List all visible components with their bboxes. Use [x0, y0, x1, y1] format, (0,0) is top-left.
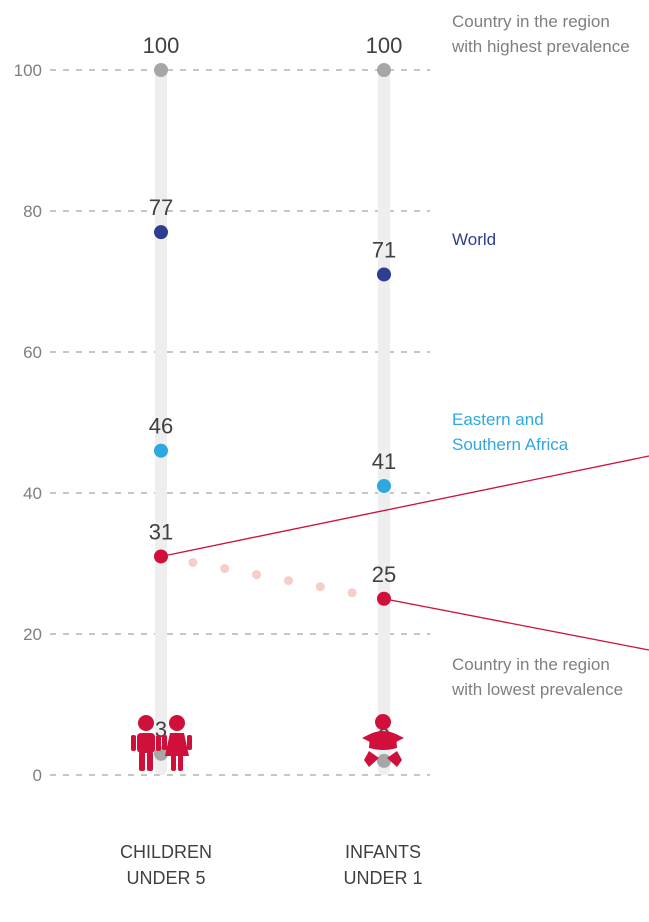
value-label-world: 71 [372, 237, 396, 262]
highest-annotation-line1: Country in the region [452, 12, 610, 31]
data-point-world [154, 225, 168, 240]
highest-annotation-line2: with highest prevalence [451, 37, 630, 56]
category-track [155, 70, 167, 775]
value-label-country: 31 [149, 519, 173, 544]
data-point-world [377, 267, 391, 282]
leader-line-children [160, 455, 649, 558]
data-point-esa [154, 443, 168, 458]
value-labels: 10010077714641312532 [143, 33, 403, 749]
connector-dot [347, 588, 357, 598]
y-tick-label: 40 [23, 484, 42, 503]
data-point-highest [377, 63, 391, 77]
leader-line-infants [383, 598, 649, 651]
world-annotation: World [452, 230, 496, 249]
category-label-children-line1: CHILDREN [120, 842, 212, 862]
category-label-children-line2: UNDER 5 [126, 868, 205, 888]
y-tick-label: 0 [33, 766, 42, 785]
gridlines [50, 69, 430, 776]
category-track [378, 70, 390, 775]
data-point-lowest [377, 753, 391, 768]
connector-dot [315, 582, 325, 592]
connector-dot [188, 557, 198, 567]
category-tracks [155, 70, 390, 775]
connector-dot [252, 570, 262, 580]
connector-dot [283, 576, 293, 586]
value-label-esa: 46 [149, 414, 173, 439]
data-point-country [377, 591, 391, 606]
value-label-country: 25 [372, 562, 396, 587]
y-axis-ticks: 0 20 40 60 80 100 [14, 61, 42, 785]
value-label-esa: 41 [372, 449, 396, 474]
data-point-highest [154, 63, 168, 77]
esa-annotation-line1: Eastern and [452, 410, 544, 429]
children-icon [131, 715, 192, 771]
category-label-infants-line2: UNDER 1 [343, 868, 422, 888]
y-tick-label: 60 [23, 343, 42, 362]
data-points [154, 63, 391, 768]
connector-dot [220, 564, 230, 574]
y-tick-label: 80 [23, 202, 42, 221]
value-label-highest: 100 [366, 33, 403, 58]
value-label-world: 77 [149, 195, 173, 220]
data-point-esa [377, 478, 391, 493]
connectors [160, 455, 649, 651]
data-point-country [154, 549, 168, 564]
lowest-annotation-line1: Country in the region [452, 655, 610, 674]
value-label-highest: 100 [143, 33, 180, 58]
category-label-infants-line1: INFANTS [345, 842, 421, 862]
infant-icon [362, 714, 404, 767]
y-tick-label: 20 [23, 625, 42, 644]
y-tick-label: 100 [14, 61, 42, 80]
lowest-annotation-line2: with lowest prevalence [451, 680, 623, 699]
esa-annotation-line2: Southern Africa [452, 435, 569, 454]
